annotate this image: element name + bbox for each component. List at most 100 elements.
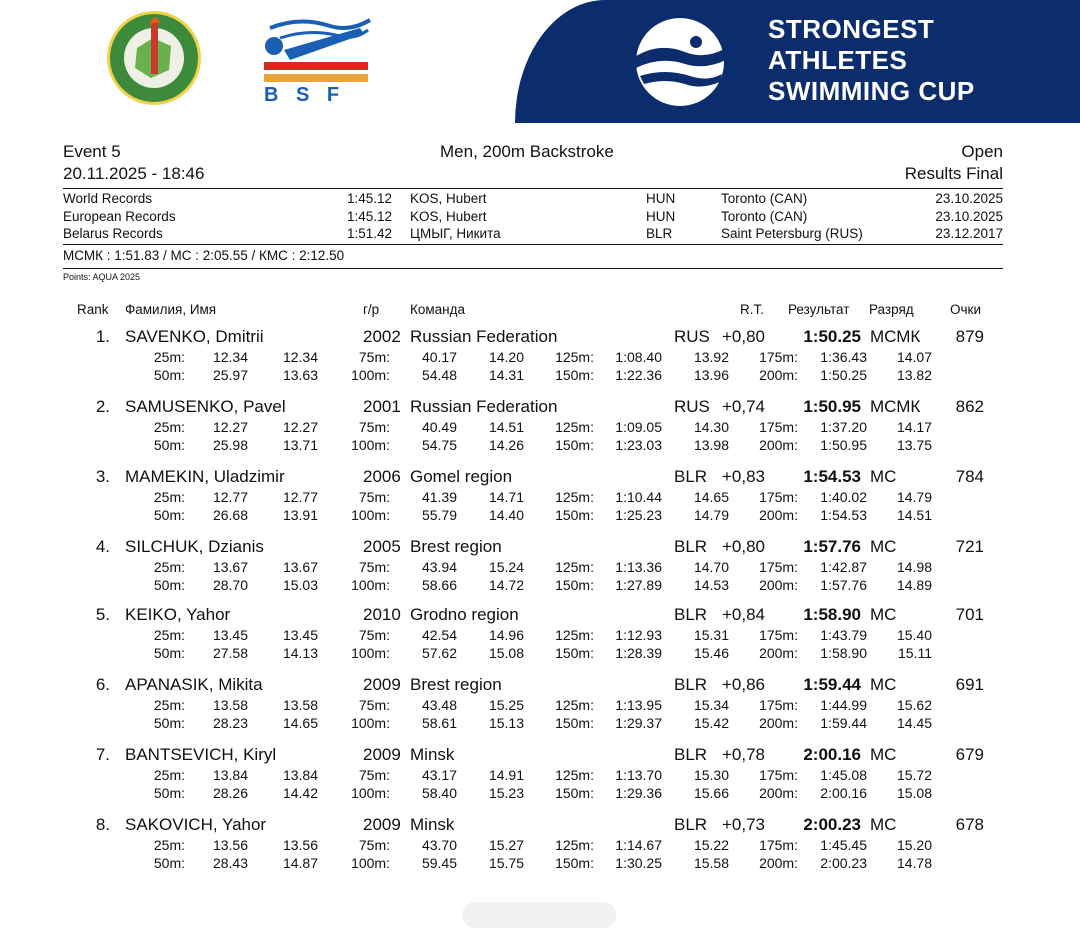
event-number: Event 5 [63, 142, 121, 161]
split-time: 1:30.25 [615, 855, 662, 871]
lap-time: 15.22 [693, 837, 729, 853]
split-time: 1:45.08 [820, 767, 867, 783]
nation: BLR [674, 467, 708, 486]
final-time: 1:59.44 [803, 675, 861, 694]
reaction-time: +0,84 [722, 605, 766, 624]
birth-year: 2009 [363, 815, 401, 834]
split-time: 12.27 [212, 419, 248, 435]
lap-time: 14.17 [896, 419, 932, 435]
final-time: 1:50.95 [803, 397, 861, 416]
split-distance: 125m: [555, 837, 594, 853]
split-distance: 125m: [555, 559, 594, 575]
split-time: 59.45 [421, 855, 457, 871]
split-time: 1:22.36 [615, 367, 662, 383]
split-time: 1:50.25 [820, 367, 867, 383]
lap-time: 15.75 [488, 855, 524, 871]
lap-time: 12.27 [282, 419, 318, 435]
divider [63, 268, 1003, 269]
points: 678 [955, 815, 984, 834]
split-time: 12.77 [212, 489, 248, 505]
points: 679 [955, 745, 984, 764]
record-date: 23.12.2017 [935, 226, 1003, 241]
bsf-text: B S F [264, 84, 346, 106]
lap-time: 14.51 [896, 507, 932, 523]
split-distance: 50m: [153, 715, 185, 731]
lap-time: 13.82 [896, 367, 932, 383]
lap-time: 13.96 [693, 367, 729, 383]
lap-time: 13.84 [282, 767, 318, 783]
col-team: Команда [410, 302, 466, 317]
final-time: 2:00.16 [803, 745, 861, 764]
split-time: 1:13.36 [615, 559, 662, 575]
lap-time: 13.71 [282, 437, 318, 453]
lap-time: 15.72 [896, 767, 932, 783]
banner-title-line-1: STRONGEST [768, 14, 935, 44]
lap-time: 15.24 [488, 559, 524, 575]
lap-time: 15.62 [896, 697, 932, 713]
birth-year: 2001 [363, 397, 401, 416]
points: 691 [955, 675, 984, 694]
split-distance: 125m: [555, 349, 594, 365]
team: Minsk [410, 745, 455, 764]
split-distance: 150m: [555, 367, 594, 383]
lap-time: 13.45 [282, 627, 318, 643]
record-time: 1:45.12 [346, 191, 392, 206]
split-distance: 25m: [153, 697, 185, 713]
split-distance: 75m: [358, 349, 390, 365]
birth-year: 2009 [363, 675, 401, 694]
reaction-time: +0,78 [722, 745, 766, 764]
lap-time: 15.66 [693, 785, 729, 801]
split-time: 1:40.02 [820, 489, 867, 505]
lap-time: 14.53 [693, 577, 729, 593]
reaction-time: +0,73 [722, 815, 766, 834]
birth-year: 2005 [363, 537, 401, 556]
split-distance: 150m: [555, 437, 594, 453]
split-time: 1:43.79 [820, 627, 867, 643]
lap-time: 14.78 [896, 855, 932, 871]
swimmer-name: KEIKO, Yahor [125, 605, 231, 624]
record-time: 1:45.12 [346, 208, 392, 224]
col-name: Фамилия, Имя [125, 302, 217, 317]
split-distance: 175m: [759, 767, 798, 783]
birth-year: 2009 [363, 745, 401, 764]
lap-time: 15.25 [488, 697, 524, 713]
lap-time: 15.11 [898, 645, 932, 661]
lap-time: 13.63 [282, 367, 318, 383]
split-distance: 75m: [358, 559, 390, 575]
lap-time: 14.87 [282, 855, 318, 871]
watermark [462, 902, 616, 928]
lap-time: 15.34 [693, 697, 729, 713]
birth-year: 2006 [363, 467, 401, 486]
lap-time: 12.77 [282, 489, 318, 505]
split-time: 1:23.03 [615, 437, 662, 453]
split-distance: 50m: [153, 855, 185, 871]
split-time: 28.70 [212, 577, 248, 593]
lap-time: 14.30 [693, 419, 729, 435]
lap-time: 15.30 [693, 767, 729, 783]
split-time: 1:12.93 [615, 627, 662, 643]
swimmer-name: SAMUSENKO, Pavel [125, 397, 286, 416]
split-time: 13.45 [212, 627, 248, 643]
cup-banner [515, 0, 1080, 123]
lap-time: 15.20 [896, 837, 932, 853]
split-distance: 50m: [153, 785, 185, 801]
lap-time: 15.08 [488, 645, 524, 661]
split-distance: 200m: [759, 715, 798, 731]
record-holder: KOS, Hubert [410, 208, 487, 224]
col-points: Очки [950, 302, 981, 317]
event-category: Open [961, 142, 1003, 161]
swimmer-logo-icon [636, 18, 726, 106]
split-distance: 175m: [759, 489, 798, 505]
points: 784 [955, 467, 984, 486]
points-note: Points: AQUA 2025 [63, 272, 141, 282]
swimmer-name: SAVENKO, Dmitrii [125, 327, 264, 346]
rank: 5. [95, 605, 110, 624]
swimmer-name: BANTSEVICH, Kiryl [125, 745, 277, 764]
lap-time: 15.23 [488, 785, 524, 801]
record-label: European Records [63, 208, 176, 224]
swimmer-name: MAMEKIN, Uladzimir [125, 467, 285, 486]
split-time: 1:37.20 [820, 419, 867, 435]
grade: МС [870, 605, 897, 624]
split-distance: 175m: [759, 697, 798, 713]
